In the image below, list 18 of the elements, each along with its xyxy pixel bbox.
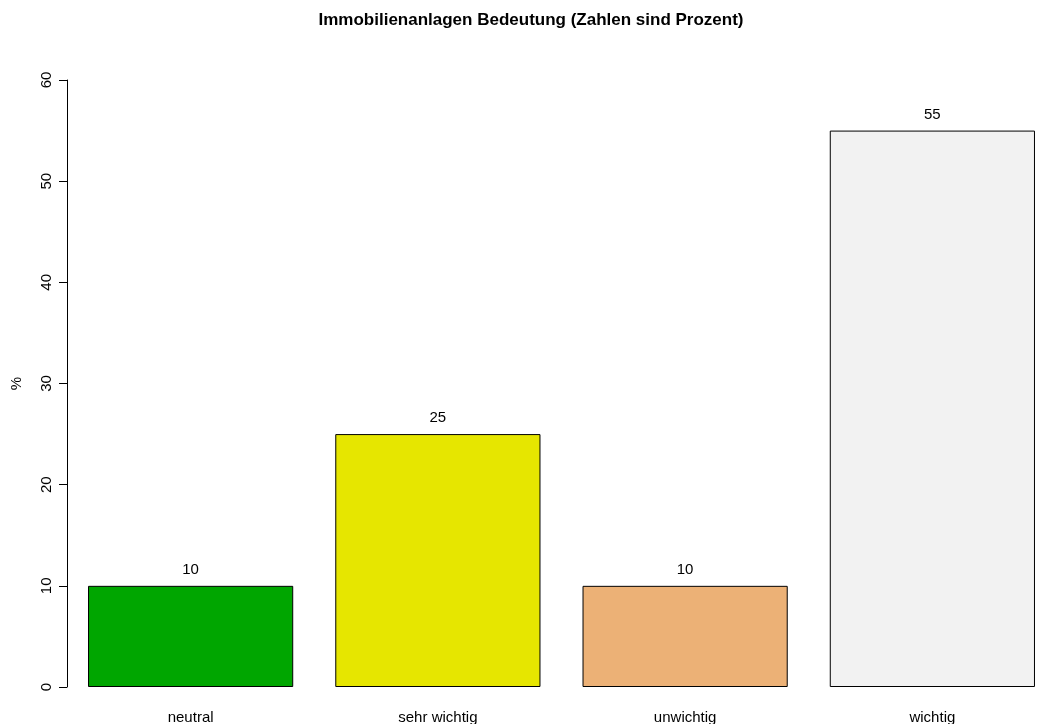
data-label: 10: [182, 559, 199, 577]
y-tick-label: 50: [37, 172, 54, 190]
bar: [582, 585, 788, 687]
bar: [88, 585, 294, 687]
y-axis-title: %: [7, 376, 24, 391]
x-tick-label: neutral: [167, 708, 214, 724]
y-tick-label: 10: [37, 577, 54, 595]
data-label: 25: [429, 408, 447, 426]
y-tick-label: 20: [37, 476, 54, 494]
data-label: 55: [924, 104, 941, 122]
data-label: 10: [676, 559, 694, 577]
y-tick-label: 30: [37, 375, 54, 392]
bar: [335, 434, 541, 687]
y-tick-label: 60: [37, 71, 54, 89]
y-tick-label: 40: [37, 273, 54, 291]
bar: [829, 130, 1035, 687]
chart-title: Immobilienanlagen Bedeutung (Zahlen sind Prozent): [318, 10, 744, 29]
y-tick-label: 0: [37, 682, 54, 692]
